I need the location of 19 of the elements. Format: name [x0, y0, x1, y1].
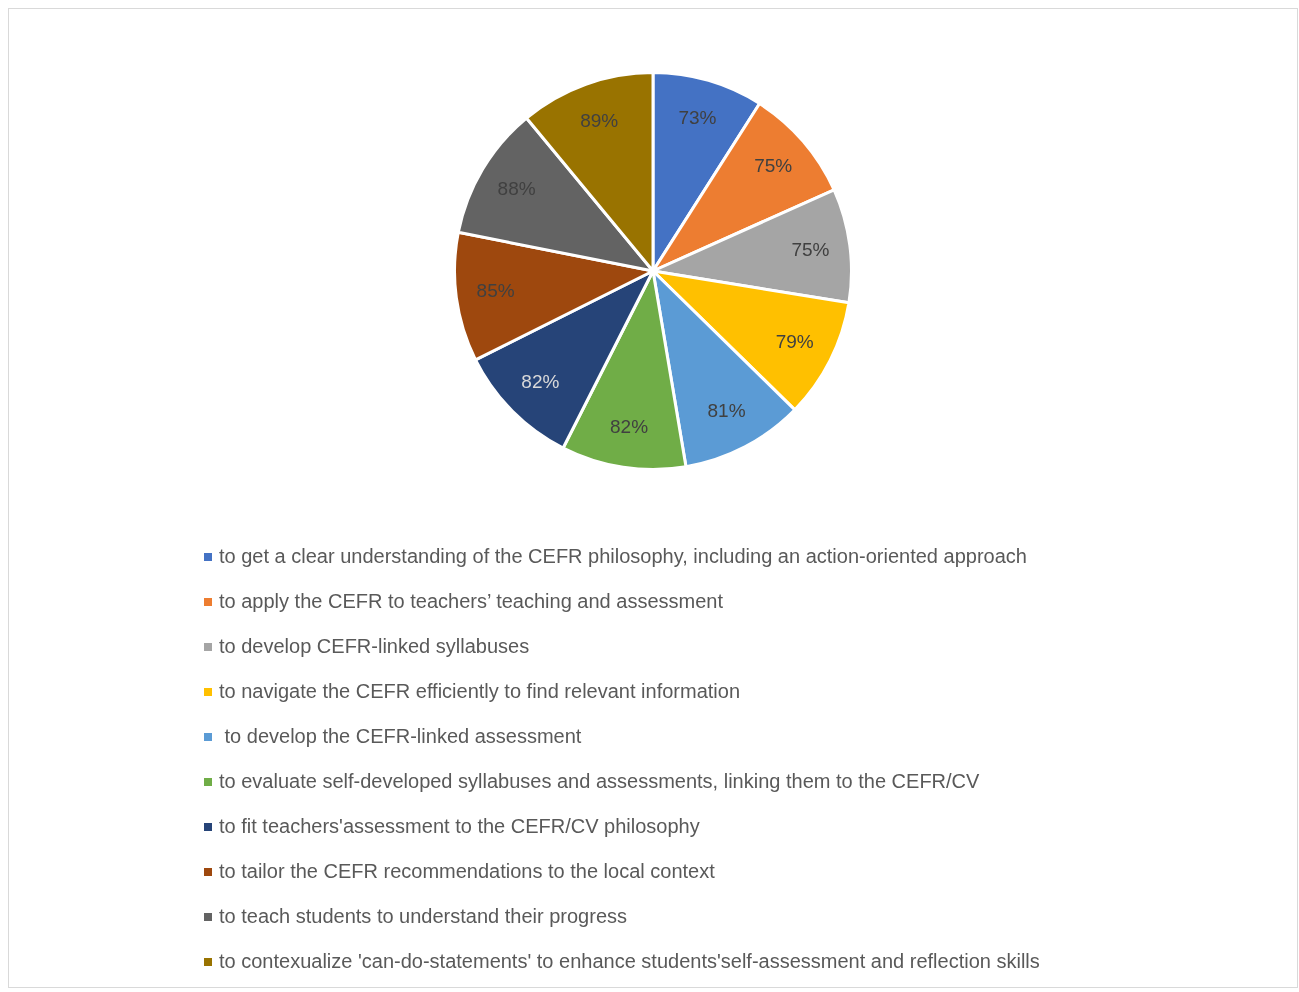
- data-label: 75%: [791, 238, 830, 260]
- legend-label: to fit teachers'assessment to the CEFR/CV philosophy: [219, 815, 700, 838]
- data-label: 79%: [775, 330, 814, 352]
- data-label: 89%: [580, 109, 619, 131]
- legend-label: to evaluate self-developed syllabuses and assessments, linking them to the CEFR/CV: [219, 770, 980, 793]
- data-label: 81%: [707, 399, 746, 421]
- data-label: 75%: [754, 155, 793, 177]
- data-label: 82%: [521, 371, 560, 393]
- legend-label: to tailor the CEFR recommendations to the local context: [219, 860, 715, 883]
- legend-label: to navigate the CEFR efficiently to find relevant information: [219, 680, 741, 703]
- legend-label: to develop CEFR-linked syllabuses: [219, 635, 530, 658]
- legend-label: to teach students to understand their progress: [219, 905, 628, 928]
- legend-label: to contexualize 'can-do-statements' to enhance students'self-assessment and reflection skills: [219, 950, 1040, 973]
- data-label: 82%: [610, 416, 649, 438]
- data-label: 85%: [476, 280, 515, 302]
- legend-label: to develop the CEFR-linked assessment: [223, 725, 582, 748]
- legend-label: to apply the CEFR to teachers’ teaching and assessment: [219, 590, 723, 613]
- data-label: 73%: [678, 106, 717, 128]
- legend-label: to get a clear understanding of the CEFR philosophy, including an action-oriented approach: [219, 545, 1027, 568]
